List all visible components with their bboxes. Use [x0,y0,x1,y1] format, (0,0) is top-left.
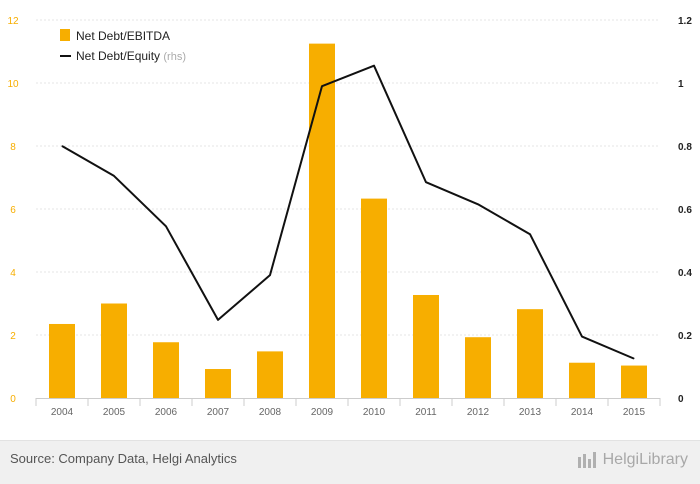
x-axis-tick-label: 2014 [571,407,594,418]
bar [413,294,439,398]
helgi-library-logo-icon [577,451,599,469]
x-axis-tick-label: 2005 [103,407,126,418]
line-point [113,175,115,177]
line-point [373,65,375,67]
bar [309,43,335,398]
bar [361,198,387,398]
line-point [321,85,323,87]
line-point [217,319,219,321]
line-point [581,336,583,338]
legend-suffix-rhs: (rhs) [163,51,186,63]
x-axis-tick-label: 2007 [207,407,230,418]
line-series [61,64,635,360]
brand-logo: HelgiLibrary [577,449,688,471]
x-axis-tick-label: 2009 [311,407,334,418]
bar [153,342,179,398]
left-axis-tick-label: 4 [10,268,16,279]
chart-svg: 0 2 4 6 8 10 12 0 0.2 0.4 0.6 0.8 1 1.2 2004 2005 2006 20… [7,16,692,418]
right-axis-tick-label: 1 [678,79,684,90]
line-point [477,203,479,205]
x-axis-tick-label: 2013 [519,407,542,418]
bar [101,303,127,398]
bar [257,351,283,398]
bar [205,369,231,398]
line-point [529,233,531,235]
line-point [165,225,167,227]
axes: 0 2 4 6 8 10 12 0 0.2 0.4 0.6 0.8 1 1.2 2004 2005 2006 20… [7,16,692,418]
source-note: Source: Company Data, Helgi Analytics [10,451,237,466]
x-axis-tick-label: 2006 [155,407,178,418]
line-net-debt-equity [61,64,635,360]
bar [49,323,75,398]
line-point [425,181,427,183]
right-axis-tick-label: 1.2 [678,16,692,27]
bar-series [49,43,647,398]
bar [517,309,543,398]
left-axis-tick-label: 10 [7,79,19,90]
x-axis-tick-label: 2012 [467,407,490,418]
line-point [633,358,635,360]
left-axis-tick-label: 6 [10,205,16,216]
right-axis-tick-label: 0 [678,394,684,405]
legend-label-equity: Net Debt/Equity (rhs) [76,49,186,63]
legend: Net Debt/EBITDA Net Debt/Equity (rhs) [60,29,186,63]
right-axis-tick-label: 0.4 [678,268,692,279]
bar [569,362,595,398]
right-axis-tick-label: 0.8 [678,142,692,153]
gridlines [36,19,660,336]
x-axis-tick-label: 2004 [51,407,74,418]
left-axis-tick-label: 0 [10,394,16,405]
legend-label-ebitda: Net Debt/EBITDA [76,29,170,43]
x-axis-tick-label: 2010 [363,407,386,418]
left-axis-tick-label: 12 [7,16,19,27]
chart-area: 0 2 4 6 8 10 12 0 0.2 0.4 0.6 0.8 1 1.2 2004 2005 2006 20… [7,16,692,418]
x-axis-tick-label: 2011 [415,407,437,418]
x-axis-tick-label: 2008 [259,407,282,418]
legend-swatch-ebitda [60,29,70,41]
line-point [61,145,63,147]
right-axis-tick-label: 0.2 [678,331,692,342]
brand-name: HelgiLibrary [602,451,688,468]
bar [465,337,491,398]
line-point [269,274,271,276]
footer: Source: Company Data, Helgi Analytics He… [0,440,700,484]
x-axis-tick-label: 2015 [623,407,646,418]
left-axis-tick-label: 2 [10,331,16,342]
bar [621,365,647,398]
left-axis-tick-label: 8 [10,142,16,153]
right-axis-tick-label: 0.6 [678,205,692,216]
